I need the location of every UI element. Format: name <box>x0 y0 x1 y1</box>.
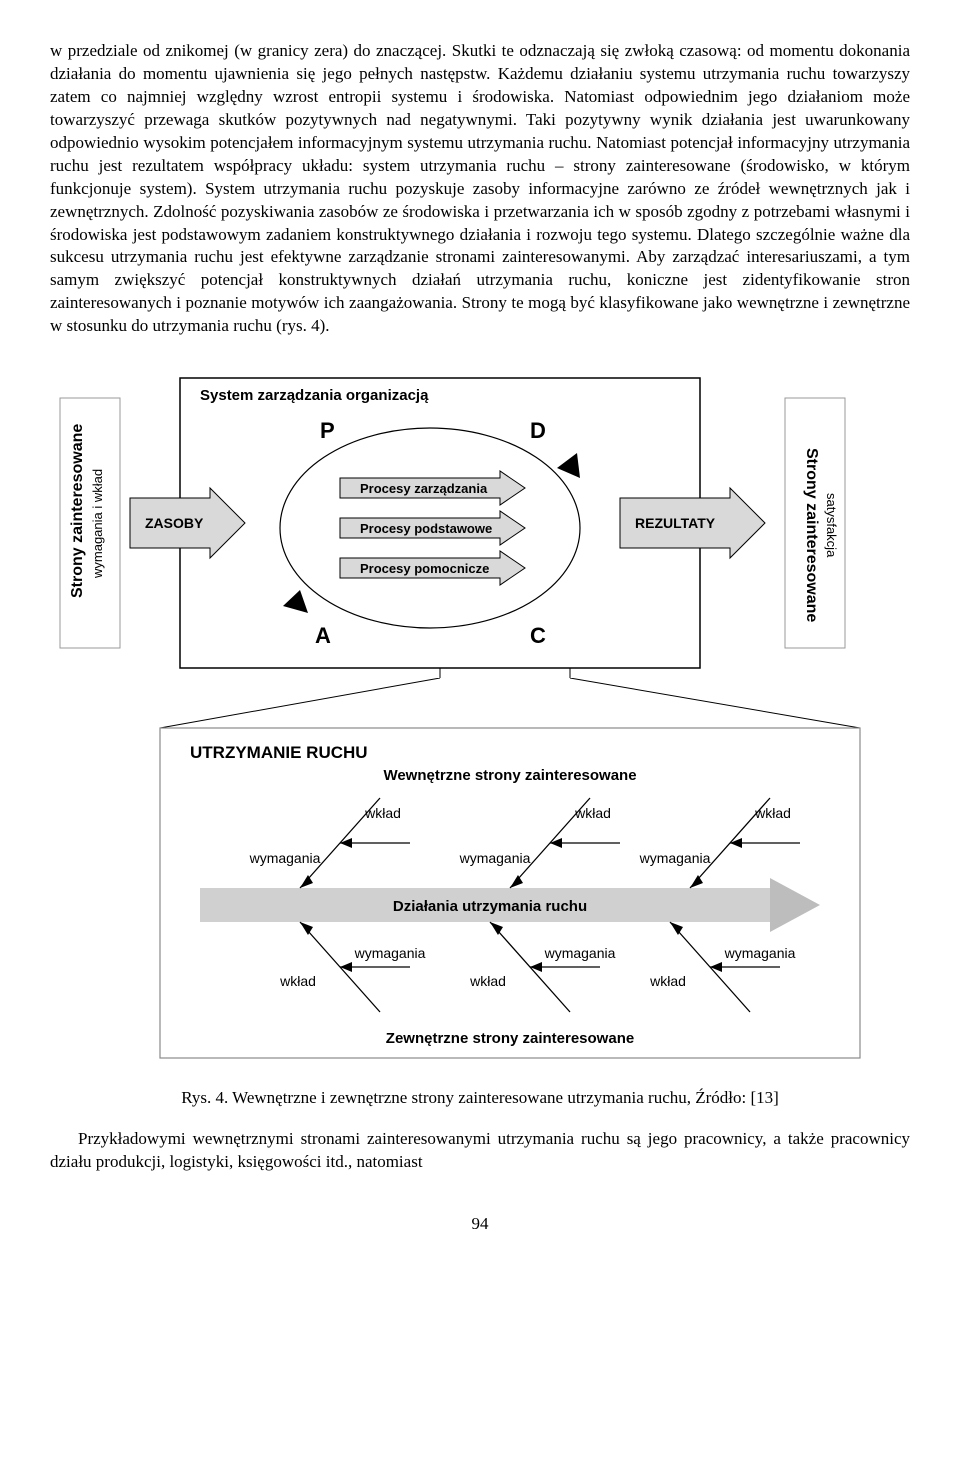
pdca-c: C <box>530 623 546 648</box>
wklad-b1: wkład <box>279 973 316 989</box>
wklad-t2: wkład <box>574 805 611 821</box>
right-box-line1: Strony zainteresowane <box>803 448 820 622</box>
process-2: Procesy pomocnicze <box>360 561 489 576</box>
wym-t2: wymagania <box>459 850 531 866</box>
wym-b2: wymagania <box>544 945 616 961</box>
trailing-text: Przykładowymi wewnętrznymi stronami zain… <box>50 1128 910 1174</box>
figure-caption: Rys. 4. Wewnętrzne i zewnętrzne strony z… <box>50 1088 910 1108</box>
wklad-b3: wkład <box>649 973 686 989</box>
left-box-line2: wymagania i wkład <box>90 469 105 579</box>
utr-title: UTRZYMANIE RUCHU <box>190 743 368 762</box>
pdca-d: D <box>530 418 546 443</box>
bar-label: Działania utrzymania ruchu <box>393 898 587 915</box>
inner-title-bottom: Zewnętrzne strony zainteresowane <box>386 1030 634 1047</box>
process-1: Procesy podstawowe <box>360 521 492 536</box>
wym-t1: wymagania <box>249 850 321 866</box>
pdca-a: A <box>315 623 331 648</box>
right-box-line2: satysfakcja <box>824 493 839 558</box>
wym-b1: wymagania <box>354 945 426 961</box>
page-number: 94 <box>50 1214 910 1234</box>
wklad-t1: wkład <box>364 805 401 821</box>
top-diagram: Strony zainteresowane wymagania i wkład … <box>50 368 910 678</box>
inner-title-top: Wewnętrzne strony zainteresowane <box>383 767 636 784</box>
wym-b3: wymagania <box>724 945 796 961</box>
left-box-line1: Strony zainteresowane <box>69 424 86 598</box>
rezultaty-label: REZULTATY <box>635 515 716 531</box>
wklad-t3: wkład <box>754 805 791 821</box>
process-0: Procesy zarządzania <box>360 481 488 496</box>
wym-t3: wymagania <box>639 850 711 866</box>
bottom-diagram: UTRZYMANIE RUCHU Wewnętrzne strony zaint… <box>50 678 910 1078</box>
body-text: w przedziale od znikomej (w granicy zera… <box>50 40 910 338</box>
zasoby-label: ZASOBY <box>145 515 204 531</box>
pdca-p: P <box>320 418 335 443</box>
wklad-b2: wkład <box>469 973 506 989</box>
system-title: System zarządzania organizacją <box>200 387 429 404</box>
